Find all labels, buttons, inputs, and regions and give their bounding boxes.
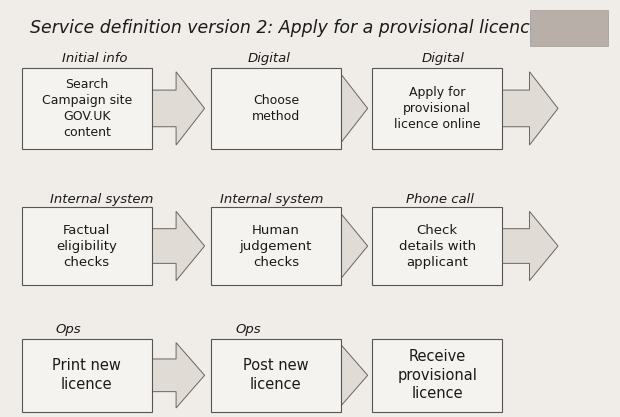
FancyBboxPatch shape — [211, 68, 341, 149]
Text: Receive
provisional
licence: Receive provisional licence — [397, 349, 477, 402]
Text: Initial info: Initial info — [62, 52, 128, 65]
FancyBboxPatch shape — [211, 208, 341, 284]
Polygon shape — [296, 211, 368, 281]
Polygon shape — [133, 211, 205, 281]
FancyBboxPatch shape — [22, 208, 152, 284]
Text: Apply for
provisional
licence online: Apply for provisional licence online — [394, 86, 480, 131]
Text: Service definition version 2: Apply for a provisional licence: Service definition version 2: Apply for … — [30, 19, 541, 37]
FancyBboxPatch shape — [372, 68, 502, 149]
Polygon shape — [296, 343, 368, 408]
Text: Human
judgement
checks: Human judgement checks — [240, 224, 312, 269]
Text: Ops: Ops — [56, 323, 81, 336]
Text: Phone call: Phone call — [406, 193, 474, 206]
Text: Digital: Digital — [422, 52, 464, 65]
FancyBboxPatch shape — [372, 339, 502, 412]
Text: Choose
method: Choose method — [252, 94, 300, 123]
FancyBboxPatch shape — [22, 339, 152, 412]
Text: Factual
eligibility
checks: Factual eligibility checks — [56, 224, 117, 269]
Polygon shape — [487, 72, 558, 145]
FancyBboxPatch shape — [530, 10, 608, 46]
Text: Post new
licence: Post new licence — [243, 359, 309, 392]
Text: Print new
licence: Print new licence — [52, 359, 122, 392]
Text: Check
details with
applicant: Check details with applicant — [399, 224, 476, 269]
Text: Digital: Digital — [248, 52, 291, 65]
FancyBboxPatch shape — [22, 68, 152, 149]
FancyBboxPatch shape — [211, 339, 341, 412]
Text: Internal system: Internal system — [50, 193, 153, 206]
Polygon shape — [296, 72, 368, 145]
Polygon shape — [133, 72, 205, 145]
Text: Search
Campaign site
GOV.UK
content: Search Campaign site GOV.UK content — [42, 78, 132, 139]
FancyBboxPatch shape — [372, 208, 502, 284]
Text: Ops: Ops — [236, 323, 261, 336]
Text: Internal system: Internal system — [220, 193, 324, 206]
Polygon shape — [487, 211, 558, 281]
Polygon shape — [133, 343, 205, 408]
